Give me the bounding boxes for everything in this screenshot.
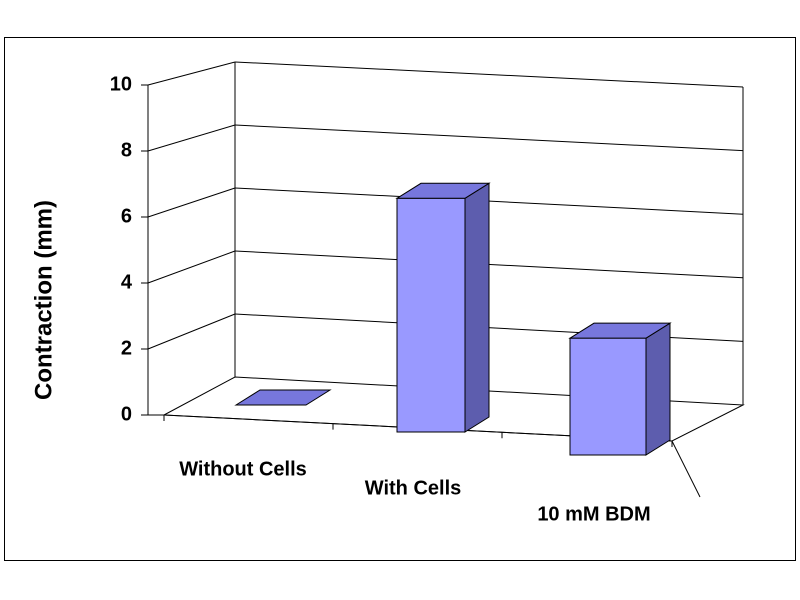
y-axis-title: Contraction (mm) bbox=[30, 200, 57, 400]
gridline-side bbox=[147, 313, 236, 350]
bar-side-face bbox=[464, 182, 490, 433]
x-axis-ticks bbox=[163, 415, 673, 447]
gridline-side bbox=[147, 187, 236, 218]
y-tick-label: 2 bbox=[121, 337, 132, 359]
category-label: With Cells bbox=[365, 477, 462, 499]
bar bbox=[395, 182, 491, 433]
category-labels: Without Cells With Cells 10 mM BDM bbox=[179, 458, 650, 525]
bar bbox=[234, 389, 332, 406]
gridline-back bbox=[234, 124, 744, 152]
bar-front-face bbox=[396, 197, 466, 433]
x-axis-right-diagonal bbox=[671, 440, 701, 498]
back-wall-top-edge bbox=[234, 61, 744, 88]
y-tick-label: 0 bbox=[121, 403, 132, 425]
gridline-side bbox=[147, 124, 236, 152]
gridline-side bbox=[147, 250, 236, 284]
bar-top-face bbox=[234, 389, 332, 406]
category-label: Without Cells bbox=[179, 458, 307, 480]
bars bbox=[234, 182, 672, 456]
y-tick-label: 8 bbox=[121, 139, 132, 161]
bar bbox=[568, 322, 672, 456]
category-label: 10 mM BDM bbox=[537, 503, 650, 525]
bar-top-face bbox=[395, 182, 491, 199]
y-axis-ticks: 0 2 4 6 8 10 bbox=[110, 73, 148, 425]
side-wall-top-edge bbox=[147, 61, 236, 86]
bar-top-face bbox=[568, 322, 672, 339]
y-tick-label: 10 bbox=[110, 73, 132, 95]
bar-front-face bbox=[569, 337, 647, 456]
bar-side-face bbox=[645, 322, 671, 456]
y-tick-label: 6 bbox=[121, 205, 132, 227]
y-tick-label: 4 bbox=[121, 271, 133, 293]
